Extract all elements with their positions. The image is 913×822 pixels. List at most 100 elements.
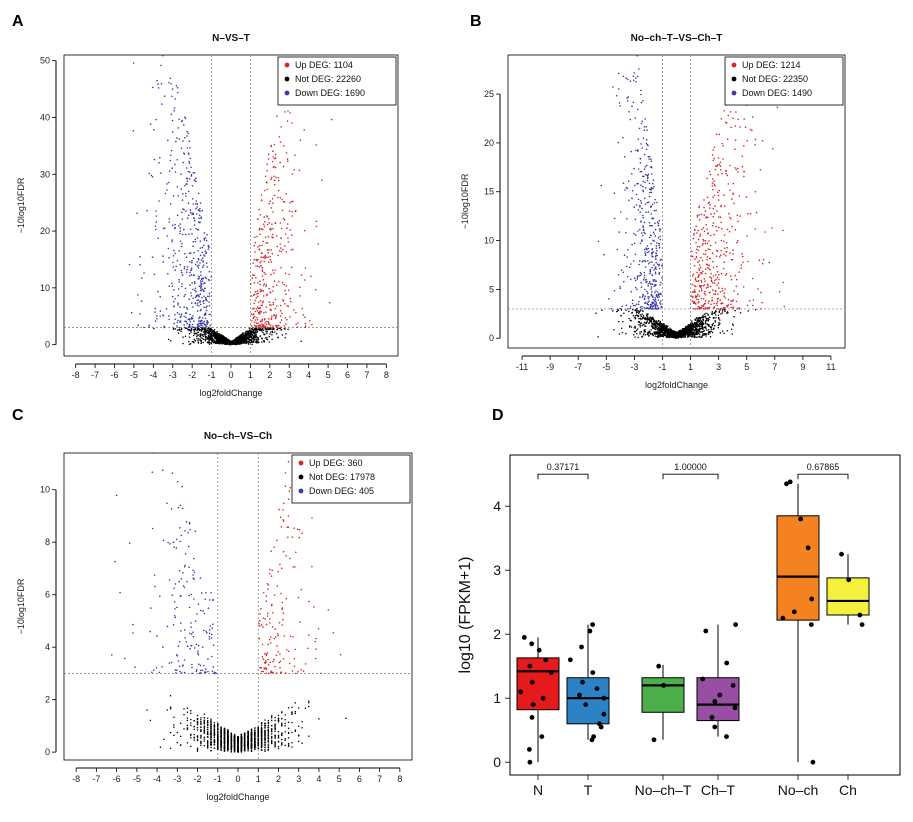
point-up-deg: [271, 233, 274, 236]
point-down-deg: [183, 228, 185, 231]
point-down-deg: [191, 185, 194, 187]
point-not-deg: [211, 329, 213, 331]
point-up-deg: [700, 297, 702, 300]
point-not-deg: [244, 334, 246, 336]
point-up-deg: [251, 295, 253, 297]
point-not-deg: [696, 333, 699, 336]
point-down-deg: [199, 247, 202, 249]
point-down-deg: [178, 118, 180, 121]
point-down-deg: [203, 232, 206, 234]
point-not-deg: [697, 336, 699, 338]
point-not-deg: [707, 329, 710, 331]
point-down-deg: [176, 259, 179, 262]
point-up-deg: [272, 290, 274, 292]
point-up-deg: [711, 154, 714, 156]
point-not-deg: [691, 331, 694, 334]
point-down-deg: [156, 79, 158, 82]
point-up-deg: [738, 195, 741, 197]
point-down-deg: [196, 206, 198, 208]
point-not-deg: [232, 339, 234, 342]
point-not-deg: [665, 328, 668, 330]
point-not-deg: [263, 333, 265, 335]
point-up-deg: [695, 255, 698, 258]
point-down-deg: [651, 291, 653, 293]
point-up-deg: [290, 266, 293, 269]
point-down-deg: [171, 167, 173, 169]
point-down-deg: [171, 285, 174, 288]
point-not-deg: [275, 332, 278, 335]
point-up-deg: [252, 274, 254, 276]
point-not-deg: [220, 334, 223, 337]
point-down-deg: [197, 249, 199, 252]
point-down-deg: [206, 320, 208, 322]
point-down-deg: [633, 277, 636, 280]
point-up-deg: [776, 106, 779, 108]
point-down-deg: [171, 131, 174, 133]
point-down-deg: [645, 138, 648, 141]
point-down-deg: [199, 293, 202, 295]
point-down-deg: [193, 224, 196, 226]
point-up-deg: [261, 323, 263, 325]
point-not-deg: [257, 337, 260, 339]
point-not-deg: [712, 317, 715, 319]
point-not-deg: [265, 330, 267, 333]
point-not-deg: [227, 342, 229, 344]
point-up-deg: [715, 225, 717, 228]
point-up-deg: [691, 283, 694, 286]
point-up-deg: [295, 312, 297, 314]
point-down-deg: [639, 296, 641, 298]
point-up-deg: [250, 313, 253, 315]
point-up-deg: [285, 193, 288, 195]
point-up-deg: [311, 323, 313, 326]
point-not-deg: [201, 334, 203, 336]
point-not-deg: [200, 330, 203, 333]
point-down-deg: [185, 210, 187, 212]
point-down-deg: [610, 307, 613, 310]
point-not-deg: [667, 325, 669, 328]
point-down-deg: [199, 300, 201, 302]
point-down-deg: [648, 222, 651, 224]
point-not-deg: [242, 332, 244, 334]
point-down-deg: [194, 289, 196, 292]
point-down-deg: [200, 216, 202, 218]
point-down-deg: [181, 218, 183, 220]
point-up-deg: [283, 325, 286, 327]
point-up-deg: [270, 261, 273, 263]
point-up-deg: [273, 280, 276, 282]
point-not-deg: [635, 329, 638, 332]
point-not-deg: [657, 320, 659, 322]
point-down-deg: [178, 138, 181, 140]
point-not-deg: [715, 316, 717, 319]
point-not-deg: [212, 338, 214, 341]
point-down-deg: [171, 224, 174, 227]
point-down-deg: [167, 139, 169, 142]
point-not-deg: [713, 312, 715, 315]
point-not-deg: [638, 324, 640, 326]
point-not-deg: [216, 341, 219, 343]
point-up-deg: [720, 169, 722, 171]
point-down-deg: [195, 207, 197, 210]
point-up-deg: [696, 214, 699, 217]
point-up-deg: [299, 139, 302, 141]
point-down-deg: [647, 301, 649, 303]
point-not-deg: [618, 333, 621, 335]
point-up-deg: [749, 128, 752, 131]
point-up-deg: [259, 214, 262, 216]
point-down-deg: [192, 240, 195, 243]
point-up-deg: [276, 305, 278, 307]
point-up-deg: [279, 161, 281, 164]
point-down-deg: [179, 232, 181, 235]
point-up-deg: [257, 295, 259, 298]
point-up-deg: [703, 307, 705, 310]
point-not-deg: [642, 315, 645, 317]
point-down-deg: [151, 86, 154, 89]
point-not-deg: [656, 325, 659, 327]
point-down-deg: [178, 278, 180, 281]
point-down-deg: [190, 267, 193, 269]
point-up-deg: [694, 229, 696, 232]
point-up-deg: [707, 248, 709, 250]
point-down-deg: [200, 287, 202, 290]
point-not-deg: [197, 331, 199, 334]
point-down-deg: [192, 257, 195, 260]
point-down-deg: [658, 244, 660, 247]
